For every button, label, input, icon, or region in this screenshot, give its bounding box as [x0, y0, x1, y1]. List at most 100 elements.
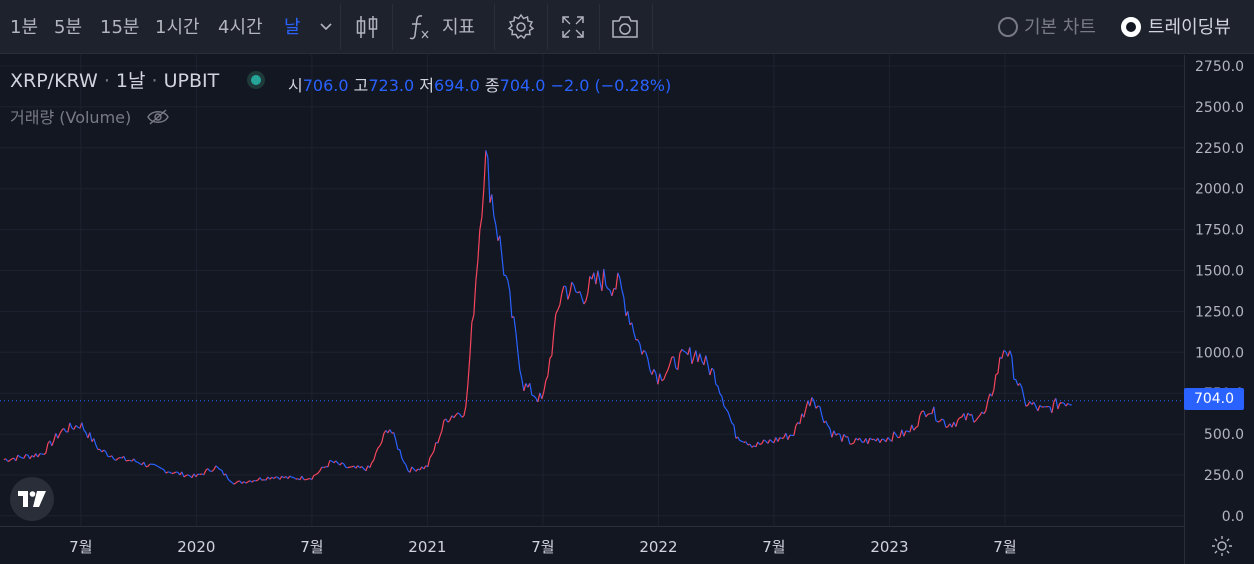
price-segment: [521, 379, 525, 392]
price-segment: [265, 476, 269, 481]
y-tick-label: 2750.0: [1195, 59, 1244, 75]
gear-icon[interactable]: [498, 0, 544, 54]
price-segment: [643, 349, 647, 353]
price-segment: [279, 475, 283, 480]
price-segment: [603, 268, 607, 286]
interval-button-4[interactable]: 4시간: [218, 17, 263, 38]
price-segment: [719, 393, 723, 397]
view-tradingview-label[interactable]: 트레이딩뷰: [1148, 17, 1231, 38]
interval-button-2[interactable]: 15분: [100, 17, 140, 38]
price-segment: [75, 425, 79, 428]
price-segment: [695, 350, 699, 363]
price-segment: [933, 406, 937, 421]
interval-button-5[interactable]: 날: [284, 17, 301, 38]
price-segment: [259, 477, 263, 481]
price-segment: [867, 437, 871, 445]
price-segment: [751, 445, 755, 448]
price-segment: [485, 150, 489, 158]
camera-icon[interactable]: [602, 0, 648, 54]
tradingview-logo-icon[interactable]: [10, 477, 54, 521]
price-segment: [19, 456, 23, 459]
price-segment: [713, 370, 717, 385]
price-segment: [1059, 402, 1063, 404]
price-segment: [569, 282, 573, 294]
price-segment: [787, 435, 791, 440]
time-axis-border: [0, 526, 1184, 527]
interval-button-0[interactable]: 1분: [10, 17, 39, 38]
price-segment: [201, 473, 205, 476]
price-segment: [205, 468, 209, 471]
view-tradingview-radio[interactable]: [1121, 17, 1141, 37]
price-segment: [647, 358, 651, 370]
price-segment: [975, 417, 979, 421]
price-segment: [973, 420, 977, 423]
price-segment: [45, 443, 49, 454]
price-segment: [51, 440, 55, 446]
price-segment: [203, 470, 207, 476]
price-segment: [1001, 350, 1005, 359]
last-price-tag: 704.0: [1184, 388, 1244, 410]
price-segment: [1021, 387, 1025, 397]
price-segment: [987, 393, 991, 401]
price-segment: [749, 443, 753, 448]
price-segment: [745, 441, 749, 446]
indicators-label[interactable]: 지표: [442, 17, 476, 38]
price-segment: [41, 453, 45, 456]
chevron-down-icon[interactable]: [312, 0, 340, 54]
price-segment: [813, 400, 817, 409]
market-status-dot: [251, 75, 262, 85]
price-segment: [207, 468, 211, 472]
price-segment: [1015, 379, 1019, 386]
view-basic-label[interactable]: 기본 차트: [1024, 17, 1096, 38]
eye-off-icon[interactable]: [146, 108, 170, 126]
open-label: 시: [288, 76, 303, 95]
price-chart[interactable]: 2750.0 2500.0 2250.0 2000.0 1750.0 1500.0 1250…: [0, 54, 1254, 564]
price-segment: [381, 433, 385, 443]
y-tick-label: 2500.0: [1195, 100, 1244, 116]
price-segment: [781, 437, 785, 440]
fullscreen-icon[interactable]: [550, 0, 596, 54]
price-segment: [429, 454, 433, 459]
price-segment: [49, 440, 53, 447]
price-segment: [247, 480, 251, 483]
price-segment: [515, 332, 519, 353]
high-value: 723.0: [368, 76, 415, 95]
function-icon[interactable]: [404, 0, 434, 54]
exchange-label: UPBIT: [163, 70, 220, 92]
price-segment: [887, 437, 891, 441]
price-segment: [1055, 398, 1059, 410]
price-segment: [235, 480, 239, 484]
price-segment: [587, 276, 591, 293]
interval-button-3[interactable]: 1시간: [155, 17, 200, 38]
symbol-label[interactable]: XRP/KRW: [10, 70, 98, 92]
price-segment: [865, 438, 869, 445]
price-segment: [103, 449, 107, 453]
interval-button-1[interactable]: 5분: [54, 17, 83, 38]
price-segment: [677, 353, 681, 370]
price-segment: [227, 478, 231, 482]
price-segment: [395, 440, 399, 450]
settings-gear-icon[interactable]: [1210, 534, 1234, 562]
price-segment: [557, 304, 561, 311]
view-basic-radio[interactable]: [998, 17, 1018, 37]
price-segment: [723, 405, 727, 410]
price-segment: [59, 429, 63, 435]
price-segment: [729, 416, 733, 424]
price-segment: [991, 389, 995, 397]
price-segment: [893, 431, 897, 435]
price-segment: [573, 285, 577, 293]
price-segment: [567, 292, 571, 300]
price-segment: [923, 411, 927, 418]
price-segment: [913, 427, 917, 431]
price-segment: [551, 331, 555, 356]
price-segment: [977, 415, 981, 419]
price-segment: [1019, 383, 1023, 388]
price-segment: [431, 450, 435, 456]
price-segment: [373, 452, 377, 461]
x-tick-label: 7월: [531, 538, 554, 556]
candlestick-icon[interactable]: [344, 0, 390, 54]
price-segment: [241, 481, 245, 484]
price-segment: [1011, 356, 1015, 380]
price-segment: [69, 422, 73, 429]
price-segment: [219, 468, 223, 471]
